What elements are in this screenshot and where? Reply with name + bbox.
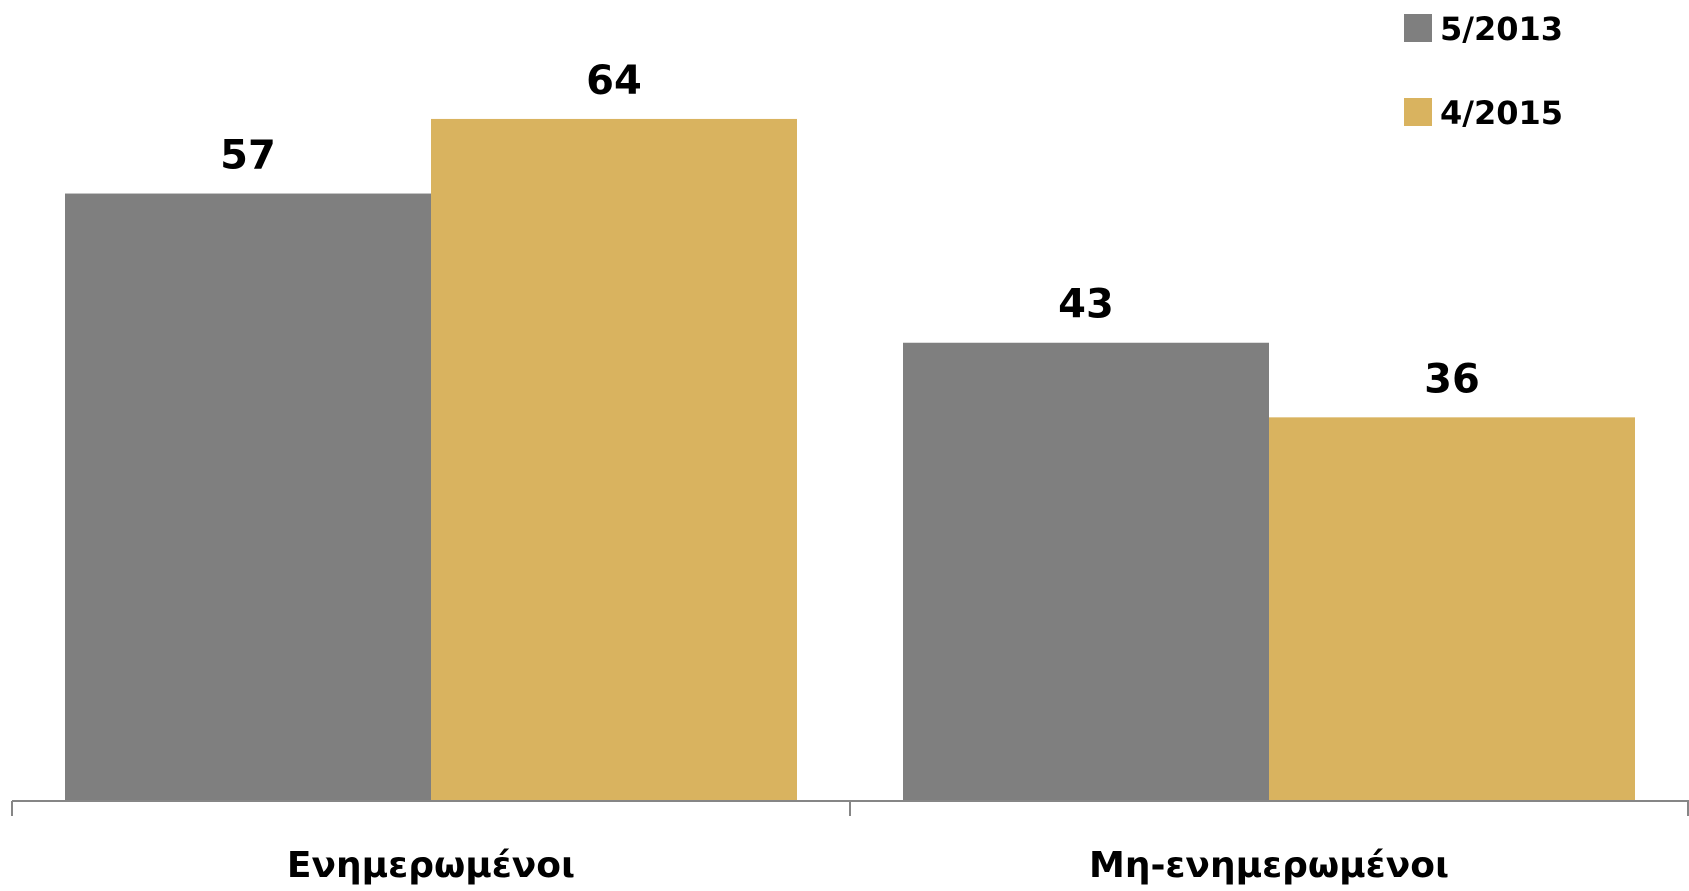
legend-label-0: 5/2013 xyxy=(1440,10,1563,48)
category-label-0: Ενημερωμένοι xyxy=(287,845,575,886)
value-label-1-1: 36 xyxy=(1424,356,1480,402)
legend-label-1: 4/2015 xyxy=(1440,94,1563,132)
x-axis xyxy=(11,800,1689,816)
legend-swatch-1 xyxy=(1404,98,1432,126)
bar-0-0 xyxy=(65,193,431,802)
value-label-0-0: 57 xyxy=(220,133,276,179)
category-labels-layer: Ενημερωμένοι Μη-ενημερωμένοι xyxy=(287,845,1449,886)
value-label-1-0: 43 xyxy=(1058,282,1114,328)
bar-0-1 xyxy=(431,118,797,801)
bar-1-1 xyxy=(1269,417,1635,801)
bars-layer xyxy=(65,118,1635,802)
legend: 5/2013 4/2015 xyxy=(1404,10,1563,132)
value-label-0-1: 64 xyxy=(586,58,642,104)
category-label-1: Μη-ενημερωμένοι xyxy=(1089,845,1449,886)
bar-1-0 xyxy=(903,342,1269,801)
value-labels-layer: 57 64 43 36 xyxy=(220,58,1480,402)
legend-swatch-0 xyxy=(1404,14,1432,42)
